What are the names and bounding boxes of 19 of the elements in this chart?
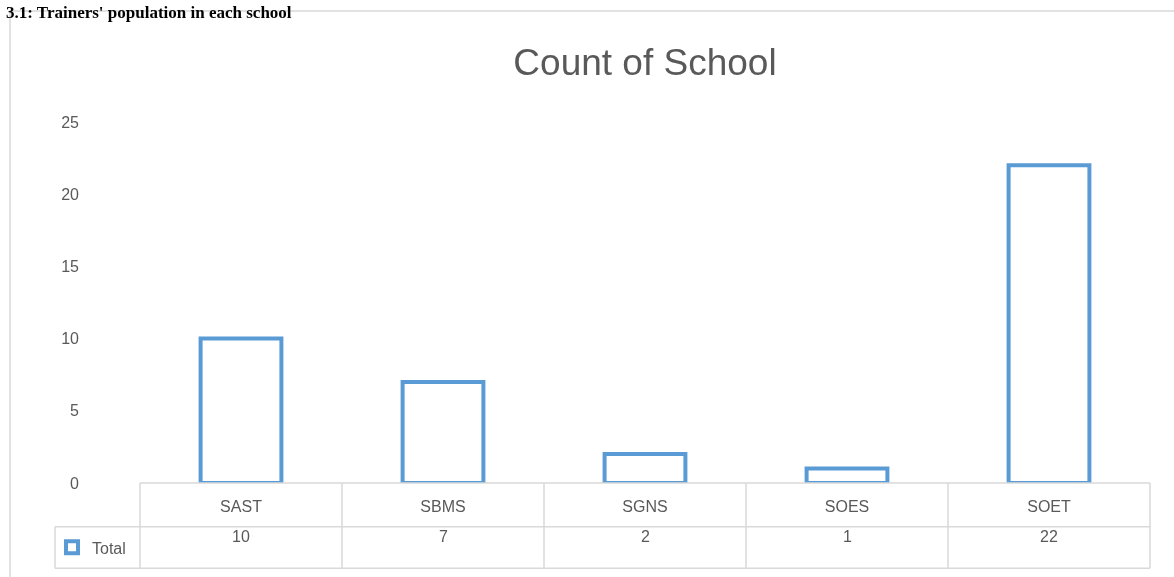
chart-title: Count of School	[513, 41, 777, 83]
y-tick-label: 0	[70, 474, 80, 492]
x-tick-label: SBMS	[420, 498, 466, 515]
y-tick-label: 10	[61, 330, 80, 348]
y-tick-label: 25	[61, 113, 80, 131]
x-tick-label: SOET	[1027, 498, 1072, 515]
data-label: 10	[232, 528, 250, 545]
data-label: 7	[439, 528, 448, 545]
x-tick-label: SAST	[220, 498, 263, 515]
y-tick-label: 20	[61, 185, 80, 203]
text: 3.1: Trainers' population in each school	[6, 3, 292, 22]
x-tick-label: SGNS	[622, 498, 668, 515]
data-label: 1	[843, 528, 852, 545]
x-tick-label: SOES	[824, 498, 870, 515]
data-label: 22	[1040, 528, 1058, 545]
y-tick-label: 15	[61, 258, 80, 275]
y-tick-label: 5	[70, 402, 80, 420]
data-label: 2	[641, 528, 650, 545]
legend-label: Total	[92, 539, 126, 557]
